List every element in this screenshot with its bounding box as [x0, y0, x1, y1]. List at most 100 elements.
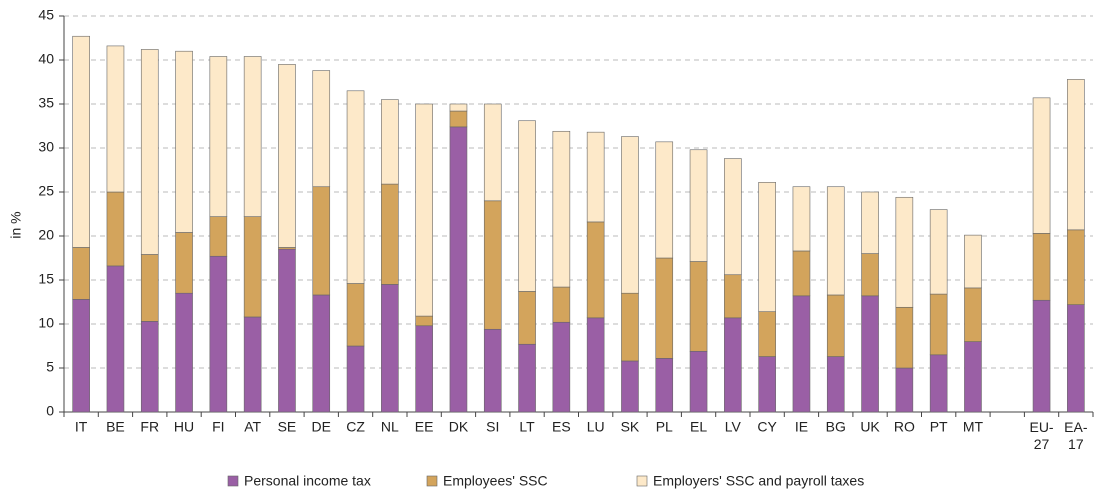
legend-swatch [636, 475, 648, 487]
bar-segment [724, 274, 742, 319]
bar-segment [586, 131, 605, 223]
bar-segment [1032, 233, 1051, 301]
bar-segment [483, 200, 502, 330]
y-tick-label: 30 [38, 139, 54, 155]
x-tick-label: PT [930, 419, 948, 435]
y-tick-label: 40 [38, 51, 54, 67]
bar-segment [381, 183, 399, 285]
bar-segment [552, 286, 571, 323]
x-tick-label: EE [415, 419, 434, 435]
bar-segment [243, 316, 262, 413]
x-tick-label: CZ [346, 419, 365, 435]
bar-segment [655, 358, 674, 413]
x-tick-label: DE [312, 419, 331, 435]
bar-segment [209, 56, 228, 217]
bar-segment [758, 356, 776, 413]
bar-segment [140, 321, 159, 413]
bar-segment [758, 182, 776, 312]
bar-segment [312, 186, 331, 296]
bar-segment [106, 191, 125, 267]
x-tick-label: ES [552, 419, 571, 435]
bar-segment [209, 216, 228, 257]
bar-segment [415, 315, 433, 327]
bar-segment [381, 99, 399, 185]
bar-segment [483, 103, 502, 202]
bar-segment [175, 50, 193, 233]
bar-segment [792, 250, 811, 297]
bar-segment [655, 257, 674, 359]
x-tick-label: IE [795, 419, 808, 435]
x-tick-label: CY [757, 419, 777, 435]
bar-segment [861, 295, 879, 413]
x-tick-label: FR [140, 419, 159, 435]
bar-segment [449, 110, 468, 128]
bar-segment [929, 209, 948, 295]
bar-segment [449, 126, 468, 413]
x-tick-label: SK [621, 419, 640, 435]
x-tick-label: MT [963, 419, 984, 435]
bar-segment [689, 350, 708, 413]
bar-segment [243, 56, 262, 217]
y-tick-label: 5 [46, 359, 54, 375]
x-tick-label: IT [75, 419, 88, 435]
bar-segment [895, 306, 914, 369]
bar-segment [346, 283, 365, 347]
bar-segment [243, 216, 262, 318]
bar-segment [895, 367, 914, 413]
x-tick-label: FI [212, 419, 224, 435]
bar-segment [964, 234, 982, 289]
x-tick-label: AT [244, 419, 261, 435]
y-axis-label: in % [8, 211, 24, 238]
y-tick-label: 20 [38, 227, 54, 243]
bar-segment [964, 287, 982, 342]
bar-segment [964, 341, 982, 413]
bar-segment [346, 345, 365, 413]
bar-segment [1067, 79, 1085, 231]
x-tick-label-part: EA- [1064, 419, 1088, 435]
bar-segment [655, 141, 674, 259]
bar-segment [792, 295, 811, 413]
bar-segment [826, 356, 845, 413]
bar-segment [1032, 97, 1051, 234]
x-tick-label: SI [486, 419, 499, 435]
bar-segment [689, 261, 708, 352]
legend-label: Employees' SSC [443, 473, 548, 489]
bar-segment [621, 136, 639, 294]
bar-segment [724, 317, 742, 413]
bar-segment [1032, 299, 1051, 413]
bar-segment [689, 149, 708, 262]
bar-segment [278, 248, 296, 413]
legend-swatch [227, 475, 239, 487]
x-tick-label-part: EU- [1029, 419, 1053, 435]
x-tick-label: EA-17 [1064, 419, 1088, 452]
bar-segment [449, 103, 468, 112]
bar-segment [312, 294, 331, 413]
bar-segment [518, 291, 536, 345]
bar-segment [929, 354, 948, 413]
x-tick-label: UK [860, 419, 880, 435]
x-tick-label: DK [449, 419, 469, 435]
bar-segment [381, 284, 399, 413]
legend-label: Personal income tax [244, 473, 371, 489]
x-tick-label: EL [690, 419, 707, 435]
bar-segment [861, 253, 879, 297]
bar-segment [1067, 304, 1085, 413]
x-tick-label-part: 27 [1034, 436, 1050, 452]
bar-segment [895, 196, 914, 308]
y-tick-label: 25 [38, 183, 54, 199]
bar-segment [518, 120, 536, 292]
y-tick-label: 10 [38, 315, 54, 331]
bar-segment [415, 325, 433, 413]
bar-segment [175, 292, 193, 413]
bar-segment [140, 49, 159, 255]
bar-segment [861, 191, 879, 254]
bar-segment [72, 35, 90, 248]
bar-segment [72, 299, 90, 413]
x-tick-label: LU [587, 419, 605, 435]
x-tick-label: PL [656, 419, 673, 435]
x-tick-label: LT [519, 419, 535, 435]
bar-segment [929, 293, 948, 356]
bar-segment [758, 311, 776, 357]
y-tick-label: 45 [38, 7, 54, 23]
x-tick-label: BE [106, 419, 125, 435]
